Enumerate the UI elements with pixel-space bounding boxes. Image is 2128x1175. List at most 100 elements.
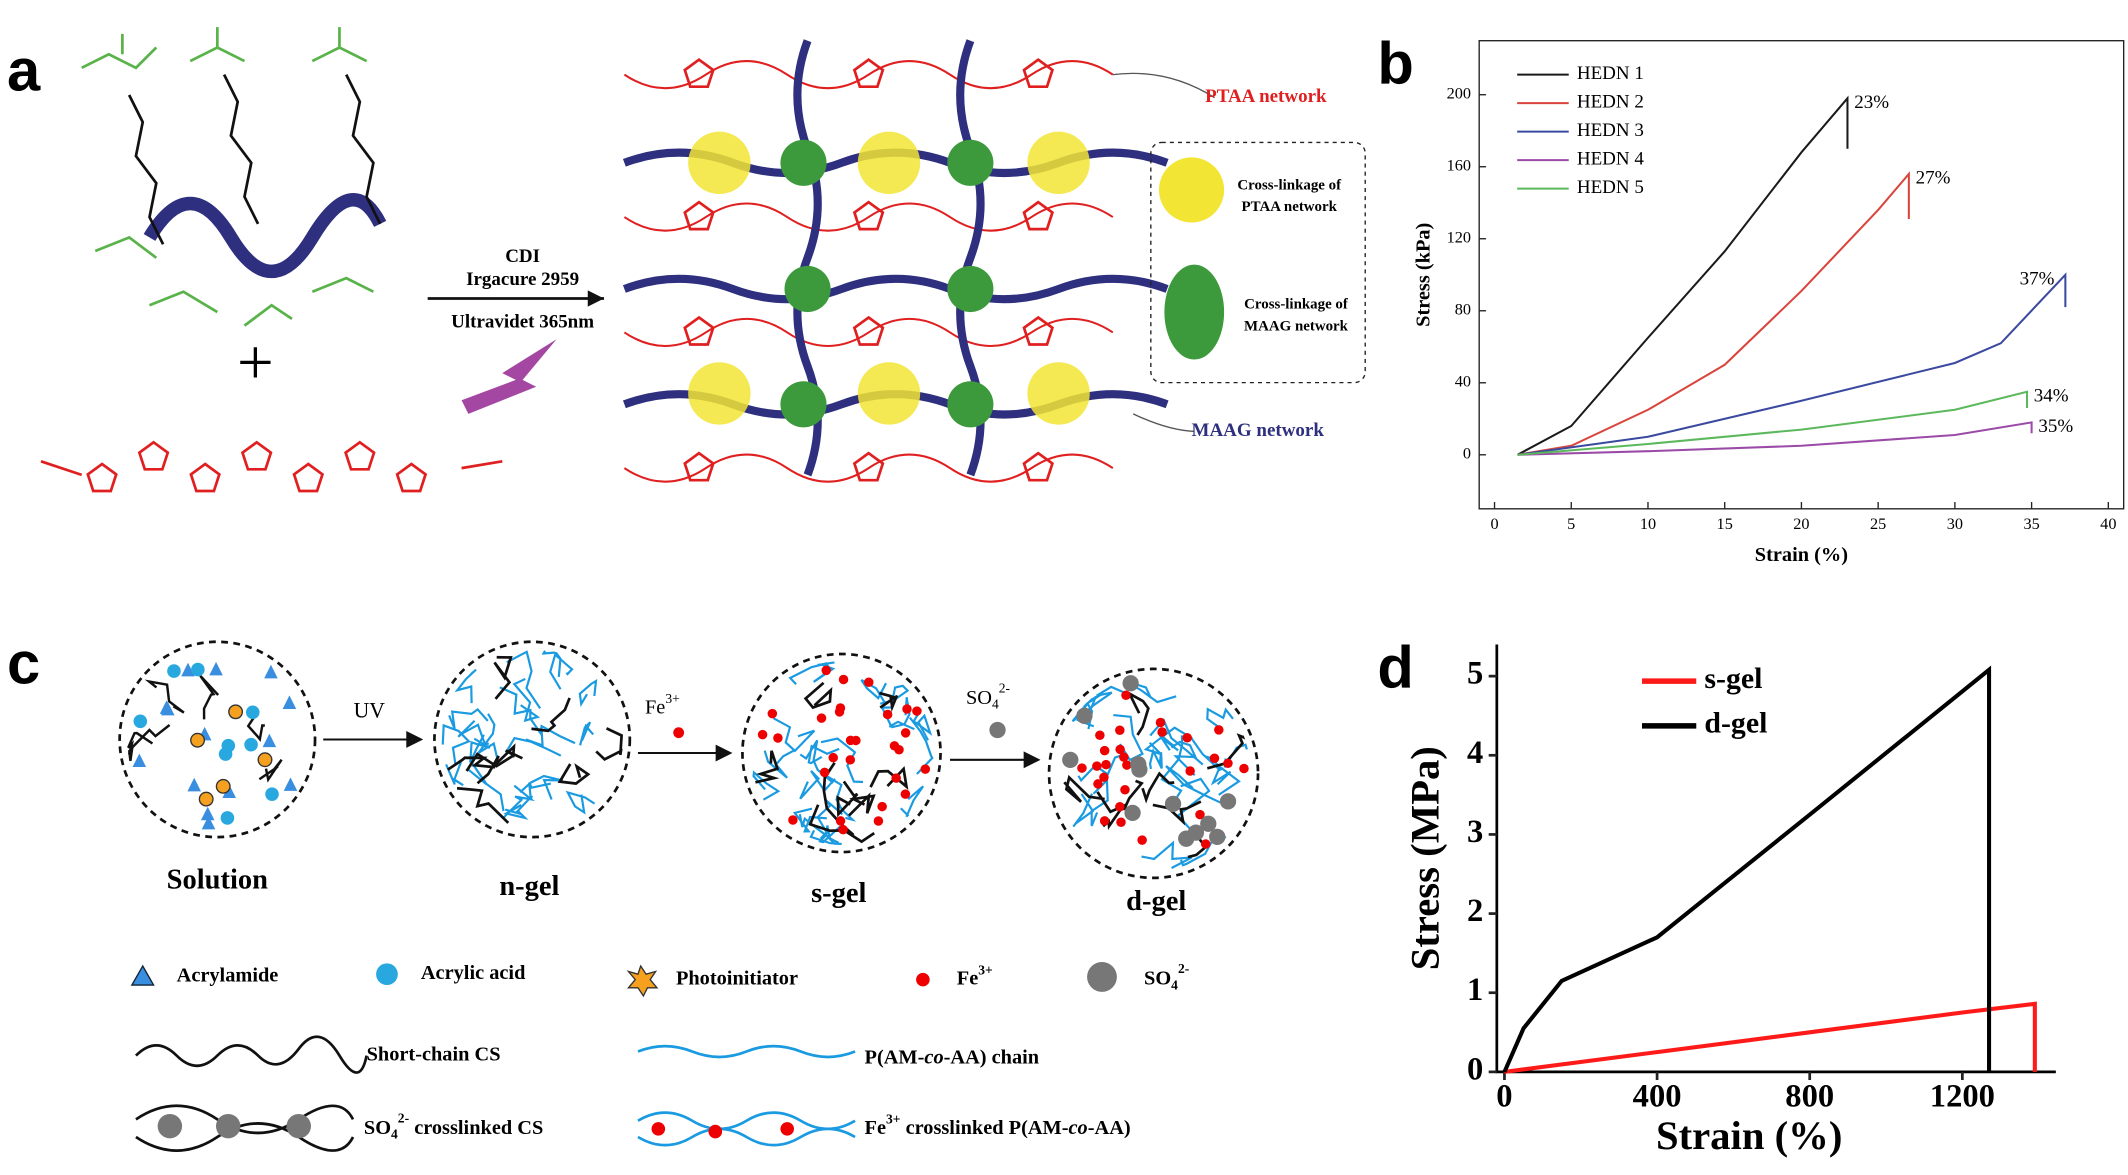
fe (1120, 784, 1130, 795)
legend-text: P(AM-co-AA) chain (865, 1046, 1040, 1068)
legend-label: HEDN 2 (1577, 91, 1644, 112)
fe (1182, 732, 1192, 743)
fe (1121, 690, 1131, 701)
thiophene (137, 440, 170, 471)
legend-text: Acrylamide (177, 965, 279, 987)
fe (819, 767, 830, 778)
reagent: CDI (505, 246, 540, 267)
polymer (772, 717, 816, 753)
text: co (1069, 1117, 1088, 1139)
polymer (1143, 726, 1193, 756)
fe (780, 1122, 794, 1136)
polymer (1141, 840, 1193, 869)
fe (708, 1124, 723, 1139)
polymer (503, 804, 529, 820)
x-tick-label: 10 (1640, 514, 1656, 533)
fe (1209, 753, 1220, 763)
x-tick-label: 20 (1793, 514, 1809, 533)
text: SO (364, 1117, 391, 1139)
ptaa-crosslink (1027, 362, 1090, 425)
chart-b: 0 5 10 15 20 25 30 35 40 0 40 80 120 160 200 Strain (%)… (1413, 40, 2125, 566)
y-tick-label: 0 (1463, 444, 1471, 463)
maag-crosslink (780, 139, 827, 186)
legend-text: Acrylic acid (421, 962, 526, 984)
initiator (215, 778, 231, 794)
fe (1092, 761, 1102, 771)
thiophene (344, 440, 376, 471)
end-label: 37% (2020, 269, 2055, 290)
thiophene (852, 451, 885, 482)
polymer (127, 731, 154, 755)
y-tick-label: 5 (1467, 656, 1483, 692)
fe (1093, 779, 1103, 789)
thiophene (852, 315, 885, 346)
fe (845, 755, 856, 765)
so4-icon (1087, 961, 1117, 992)
thiophene (240, 440, 273, 471)
polymer (493, 655, 513, 700)
fe (816, 713, 827, 723)
thiophene (683, 200, 715, 231)
polymer (127, 724, 171, 762)
thiophene (395, 462, 428, 493)
fe (864, 677, 874, 688)
polymer (803, 681, 833, 710)
key-text: Cross-linkage of (1244, 297, 1349, 313)
y-tick-label: 3 (1467, 814, 1483, 850)
x-tick-label: 0 (1496, 1078, 1512, 1114)
polymer (1090, 777, 1109, 827)
stage-label: Solution (167, 864, 268, 895)
polymer (1206, 707, 1234, 731)
acrylic (244, 737, 258, 752)
ptaa-crosslink-symbol (1158, 157, 1225, 223)
methacryl-groups (81, 27, 374, 327)
photo-icon (626, 964, 659, 998)
fe (900, 728, 911, 738)
polymer (506, 650, 542, 709)
thiophene (292, 462, 325, 493)
fe-icon (673, 727, 685, 739)
panel-letter: c (7, 629, 40, 696)
sup: 3+ (978, 963, 993, 978)
fe (1099, 772, 1109, 783)
fe (1077, 763, 1087, 773)
backbone (143, 193, 387, 279)
polymer (595, 727, 624, 761)
sub: 4 (992, 697, 999, 712)
text: -AA) (1088, 1117, 1131, 1139)
fe (838, 824, 848, 835)
initiator (190, 732, 206, 748)
x-axis-label: Strain (%) (1656, 1113, 1842, 1158)
polymer (763, 748, 796, 779)
acrylamide (222, 784, 237, 799)
initiator (198, 791, 214, 807)
y-tick-label: 160 (1447, 155, 1471, 174)
so4 (1200, 815, 1217, 832)
acrylic (167, 664, 181, 678)
so4 (1178, 830, 1195, 847)
x-axis-label: Strain (%) (1755, 544, 1848, 566)
fe (873, 816, 884, 826)
polymer (836, 780, 859, 818)
text: -AA) chain (944, 1046, 1040, 1068)
acrylamide (264, 664, 278, 679)
ptaa-strand (623, 453, 1114, 483)
legend-label: HEDN 1 (1577, 63, 1644, 84)
series-line (1504, 1001, 2037, 1074)
so4 (1219, 793, 1237, 810)
panel-c: c UV Fe3+ SO42- Solution n-gel s-gel d-g… (7, 629, 1260, 1152)
chart-d: 0 400 800 1200 0 1 2 3 4 5 Strain (%) Stress (MPa) s… (1402, 644, 2056, 1158)
y-axis-label: Stress (kPa) (1413, 223, 1435, 327)
fe (1200, 839, 1211, 849)
fe (1099, 745, 1110, 756)
thiophene (1022, 58, 1055, 89)
end-label: 34% (2034, 386, 2069, 407)
end-label: 23% (1854, 92, 1889, 113)
short-chain-icon (134, 1035, 368, 1074)
so4 (1076, 707, 1093, 724)
key-text: Cross-linkage of (1237, 177, 1342, 193)
axes (1495, 644, 2056, 1074)
reagent: Irgacure 2959 (466, 269, 579, 290)
panel-letter: d (1377, 633, 1413, 700)
fe (773, 733, 783, 743)
